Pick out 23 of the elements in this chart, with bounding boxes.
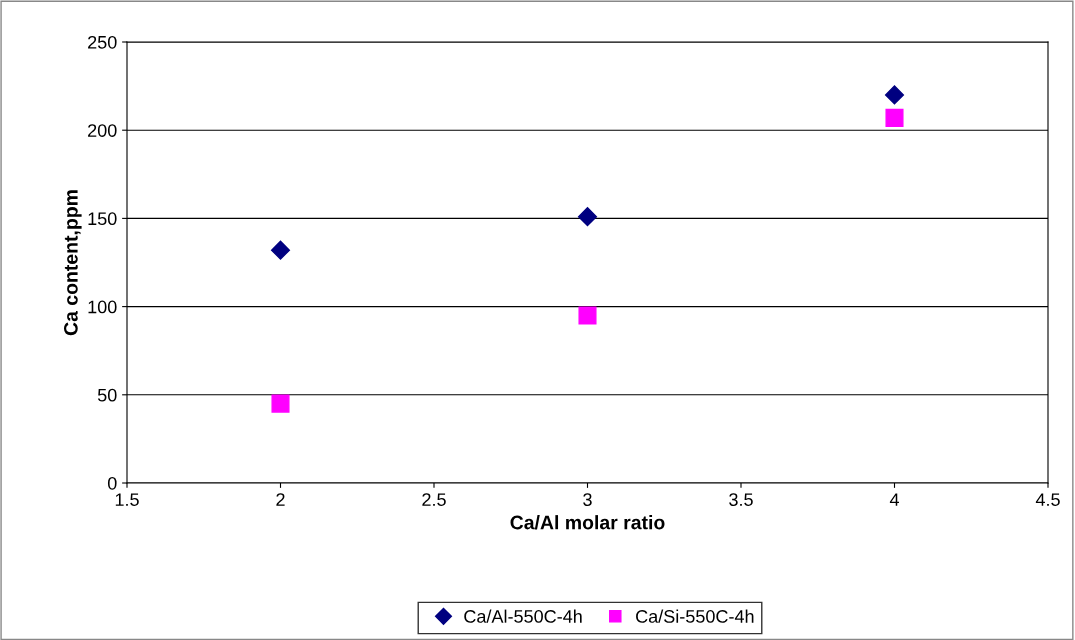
- y-tick-label: 0: [107, 476, 117, 490]
- x-tick-label: 2: [276, 493, 285, 506]
- x-tick-label: 3: [583, 493, 592, 506]
- y-axis-title: Ca content,ppm: [63, 190, 82, 336]
- point: [884, 85, 905, 105]
- x-tick-label: 3.5: [729, 493, 753, 506]
- x-tick-label: 4.5: [1035, 493, 1060, 506]
- x-tick-label: 2.5: [422, 493, 446, 506]
- point: [577, 207, 598, 227]
- y-tick-label: 200: [88, 124, 117, 137]
- y-tick-label: 150: [88, 212, 117, 226]
- point: [271, 394, 290, 413]
- legend-label: Ca/Al-550C-4h: [464, 609, 582, 623]
- x-tick-label: 4: [889, 493, 899, 506]
- x-axis-title: Ca/Al molar ratio: [510, 515, 665, 530]
- y-tick-label: 250: [88, 35, 117, 49]
- y-tick-label: 100: [88, 300, 117, 314]
- point: [885, 108, 904, 127]
- y-tick-label: 50: [97, 388, 117, 402]
- point: [578, 306, 597, 325]
- legend-label: Ca/Si-550C-4h: [636, 609, 754, 623]
- x-tick-label: 1.5: [115, 493, 139, 506]
- point: [270, 240, 291, 260]
